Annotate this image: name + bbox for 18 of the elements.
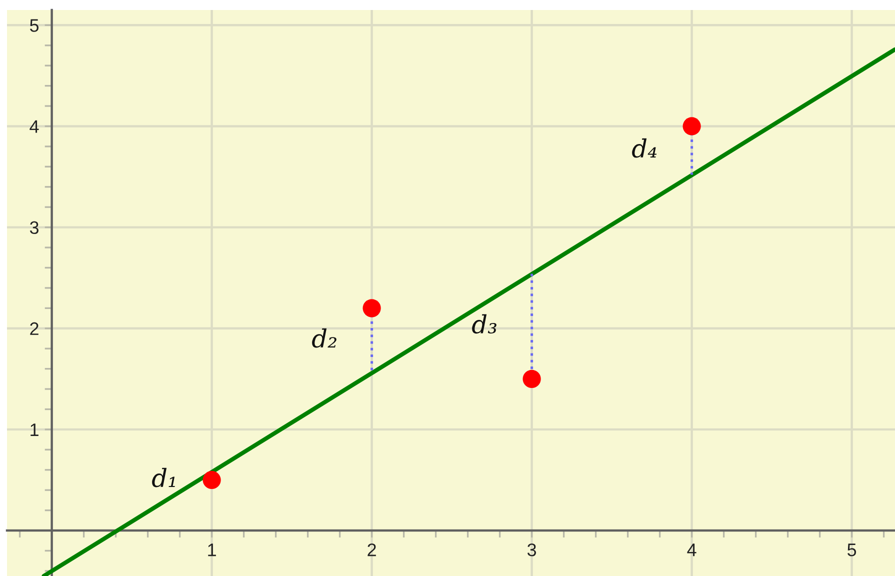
point xyxy=(362,299,381,318)
annotation: d₄ xyxy=(632,138,657,158)
annotation: d₂ xyxy=(312,328,336,348)
y-tick-label: 1 xyxy=(30,424,38,436)
point xyxy=(202,470,221,490)
annotation: d₃ xyxy=(472,314,496,334)
y-tick-label: 4 xyxy=(30,120,39,133)
x-tick-label: 4 xyxy=(687,544,696,556)
x-tick-label: 5 xyxy=(848,544,856,556)
y-tick-label: 2 xyxy=(30,322,38,335)
x-tick-label: 3 xyxy=(527,543,536,556)
point xyxy=(522,370,541,388)
y-tick-label: 5 xyxy=(30,19,39,32)
x-tick-label: 1 xyxy=(208,544,216,556)
x-tick-label: 2 xyxy=(368,543,376,556)
y-tick-label: 3 xyxy=(30,221,39,234)
point xyxy=(682,117,701,136)
annotation: d₁ xyxy=(152,468,175,488)
